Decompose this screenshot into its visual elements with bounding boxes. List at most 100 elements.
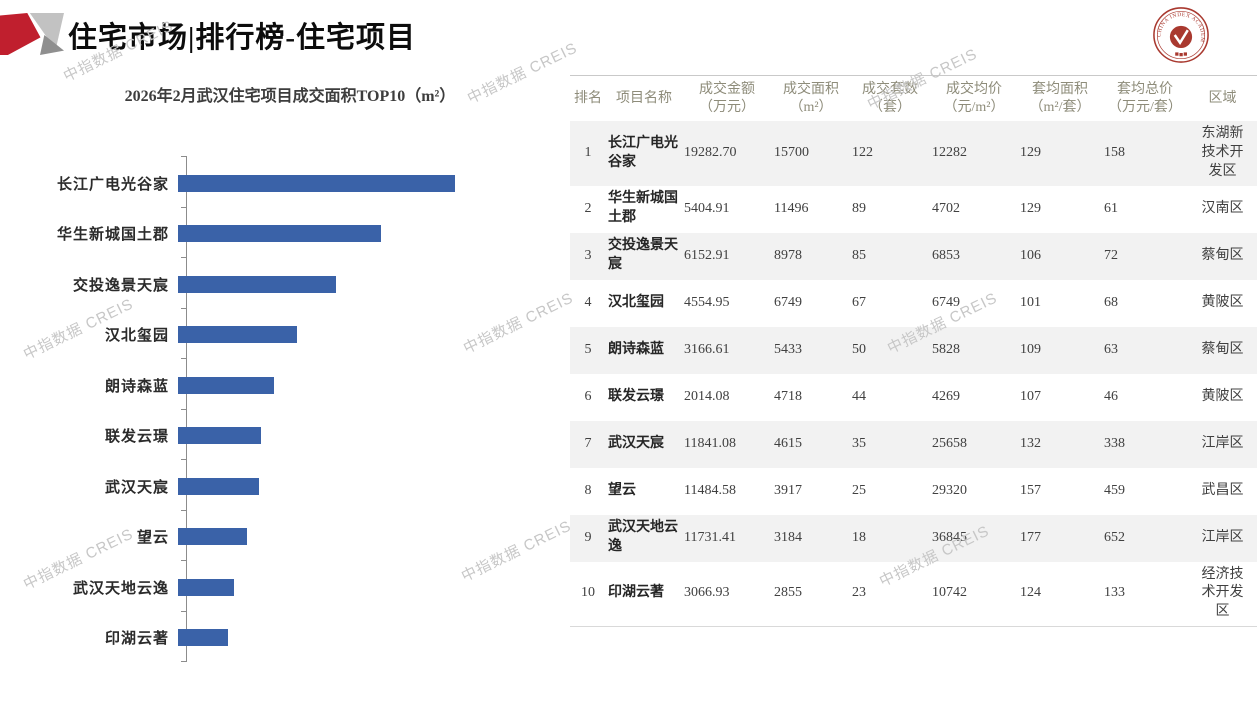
table-cell: 89 <box>852 200 866 216</box>
table-cell: 3184 <box>774 529 802 545</box>
column-header: 成交面积 （m²） <box>783 82 839 116</box>
seal-check-mark <box>1173 29 1189 46</box>
chart-title: 2026年2月武汉住宅项目成交面积TOP10（m²） <box>124 88 456 105</box>
table-cell: 29320 <box>932 482 967 498</box>
table-cell: 8978 <box>774 247 802 263</box>
table-cell: 63 <box>1104 341 1118 357</box>
table-cell: 华生新城国土郡 <box>608 191 678 226</box>
table-cell: 177 <box>1020 529 1041 545</box>
table-row: 10 印湖云著 3066.93 2855 23 10742 124 133 经济技术开发区 <box>570 562 1257 627</box>
table-cell: 46 <box>1104 388 1118 404</box>
table-row: 6 联发云璟 2014.08 4718 44 4269 107 46 黄陂区 <box>570 374 1257 421</box>
table-cell: 122 <box>852 145 873 161</box>
bar-track <box>178 275 478 293</box>
table-cell: 6 <box>584 388 592 404</box>
table-cell: 蔡甸区 <box>1201 341 1244 357</box>
bar <box>178 376 274 394</box>
column-header: 排名 <box>574 91 602 107</box>
table-cell: 武汉天宸 <box>608 435 664 451</box>
axis-tick <box>181 156 186 157</box>
bar <box>178 477 260 495</box>
table-cell: 12282 <box>932 145 967 161</box>
table-cell: 1 <box>584 145 592 161</box>
bar <box>178 275 337 293</box>
bar-label: 朗诗森蓝 <box>104 378 169 395</box>
table-cell: 50 <box>852 341 866 357</box>
table-cell: 61 <box>1104 200 1118 216</box>
chart-row: 望云 <box>0 512 540 563</box>
table-cell: 5828 <box>932 341 960 357</box>
table-cell: 15700 <box>774 145 809 161</box>
table-cell: 3 <box>584 247 592 263</box>
chart-value-axis <box>186 156 187 662</box>
table-row: 9 武汉天地云逸 11731.41 3184 18 36845 177 652 江岸区 <box>570 514 1257 562</box>
table-cell: 11731.41 <box>684 529 736 545</box>
table-cell: 4 <box>584 294 592 310</box>
table-cell: 124 <box>1020 585 1041 601</box>
table-cell: 25 <box>852 482 866 498</box>
column-header: 成交套数 （套） <box>862 82 918 116</box>
bar-label: 武汉天地云逸 <box>72 580 169 597</box>
table-cell: 11841.08 <box>684 435 736 451</box>
table-cell: 4269 <box>932 388 960 404</box>
table-cell: 8 <box>584 482 592 498</box>
table-row: 4 汉北玺园 4554.95 6749 67 6749 101 68 黄陂区 <box>570 280 1257 327</box>
table-row: 5 朗诗森蓝 3166.61 5433 50 5828 109 63 蔡甸区 <box>570 326 1257 374</box>
axis-tick <box>181 610 186 612</box>
axis-tick <box>181 307 186 309</box>
bar-track <box>178 528 478 546</box>
column-header: 区域 <box>1208 91 1237 107</box>
bar <box>178 528 248 546</box>
axis-tick <box>181 358 186 359</box>
chart-row: 印湖云著 <box>0 613 540 664</box>
table-cell: 6152.91 <box>684 247 730 263</box>
axis-tick <box>181 509 186 511</box>
column-header: 项目名称 <box>616 91 672 107</box>
table-cell: 23 <box>852 585 866 601</box>
table-cell: 汉北玺园 <box>608 294 664 310</box>
table-header-row: 排名 项目名称 成交金额 （万元） 成交面积 （m²） 成交套数 （套） 成交均价 （元/m²） 套… <box>570 76 1257 121</box>
table-cell: 交投逸景天宸 <box>608 238 678 273</box>
axis-tick <box>181 459 186 460</box>
table-cell: 132 <box>1020 435 1041 451</box>
bar <box>178 225 381 243</box>
table-cell: 25658 <box>932 435 967 451</box>
table-cell: 黄陂区 <box>1201 388 1244 404</box>
table-cell: 459 <box>1104 482 1125 498</box>
bar-label: 汉北玺园 <box>104 328 169 345</box>
bar-track <box>178 427 478 445</box>
table-cell: 江岸区 <box>1201 529 1244 545</box>
table-cell: 107 <box>1020 388 1041 404</box>
bar-track <box>178 376 478 394</box>
table-cell: 2855 <box>774 585 802 601</box>
column-header: 套均总价 （万元/套） <box>1108 82 1182 116</box>
table-cell: 东湖新技术开发区 <box>1201 126 1244 179</box>
bar-track <box>178 578 478 596</box>
table-cell: 3917 <box>774 482 802 498</box>
table-row: 1 长江广电光谷家 19282.70 15700 122 12282 129 158 东湖新技术… <box>570 121 1257 186</box>
bar-label: 武汉天宸 <box>104 479 169 496</box>
table-cell: 10742 <box>932 585 967 601</box>
table-cell: 11484.58 <box>684 482 736 498</box>
table-row: 2 华生新城国土郡 5404.91 11496 89 4702 129 61 汉南区 <box>570 186 1257 233</box>
table-row: 3 交投逸景天宸 6152.91 8978 85 6853 106 72 蔡甸区 <box>570 232 1257 280</box>
bar-label: 长江广电光谷家 <box>56 176 169 193</box>
bar-label: 交投逸景天宸 <box>72 277 169 294</box>
table-cell: 72 <box>1104 247 1118 263</box>
table-cell: 85 <box>852 247 866 263</box>
table-cell: 68 <box>1104 294 1118 310</box>
chart-row: 朗诗森蓝 <box>0 360 540 411</box>
table-cell: 106 <box>1020 247 1041 263</box>
chart-row: 华生新城国土郡 <box>0 209 540 260</box>
table-row: 7 武汉天宸 11841.08 4615 35 25658 132 338 江岸区 <box>570 420 1257 468</box>
table-cell: 黄陂区 <box>1201 294 1244 310</box>
table-cell: 6749 <box>774 294 802 310</box>
bar <box>178 578 235 596</box>
chart-row: 武汉天宸 <box>0 461 540 512</box>
axis-tick <box>181 257 186 258</box>
table-cell: 6853 <box>932 247 960 263</box>
table-cell: 129 <box>1020 145 1041 161</box>
table-cell: 望云 <box>608 482 636 498</box>
table-cell: 10 <box>581 585 595 601</box>
